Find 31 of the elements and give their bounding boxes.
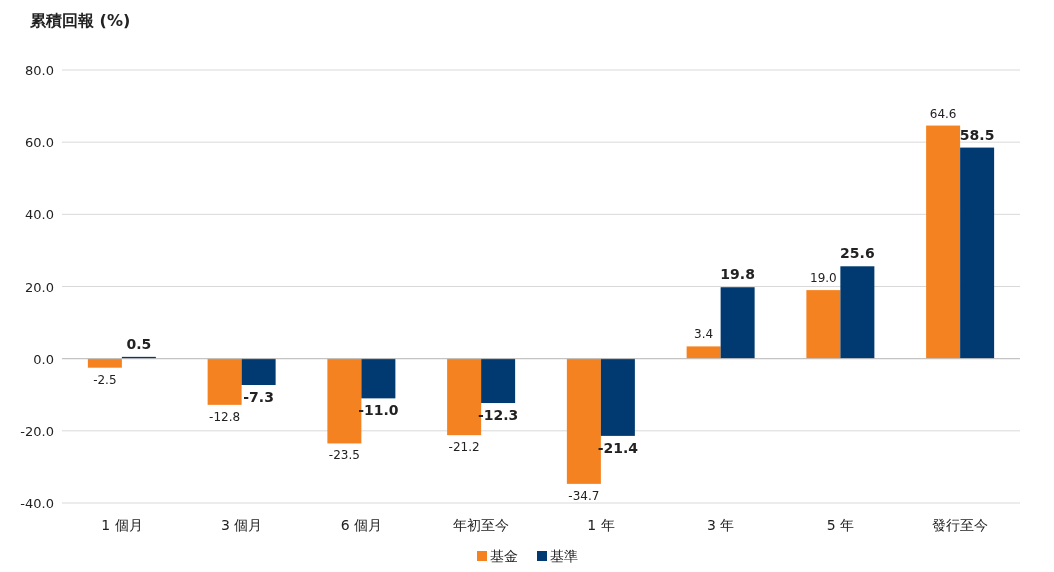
data-label: 64.6	[929, 106, 957, 121]
data-label: 19.8	[720, 266, 755, 283]
legend-label: 基金	[490, 548, 518, 564]
data-label: 19.0	[810, 271, 837, 286]
x-tick-label: 年初至今	[453, 517, 510, 533]
y-tick-label: 20.0	[25, 279, 54, 295]
y-tick-label: 60.0	[25, 135, 54, 151]
x-tick-label: 5 年	[826, 517, 855, 533]
y-tick-label: 0.0	[33, 351, 54, 367]
x-tick-label: 3 年	[706, 517, 735, 533]
data-label: -2.5	[93, 372, 117, 387]
legend-label: 基準	[550, 548, 578, 564]
y-tick-label: 40.0	[25, 207, 54, 223]
data-label: -21.2	[448, 440, 480, 455]
chart-title: 累積回報 (%)	[29, 11, 131, 30]
x-tick-label: 6 個月	[340, 517, 383, 533]
data-label: -7.3	[243, 389, 274, 406]
x-tick-label: 1 個月	[101, 517, 143, 533]
data-label: 25.6	[840, 245, 875, 262]
y-tick-label: -40.0	[20, 496, 54, 511]
x-tick-label: 3 個月	[220, 517, 263, 533]
data-label: -23.5	[328, 448, 360, 463]
data-label: 58.5	[959, 126, 995, 143]
data-label: -34.7	[568, 488, 600, 503]
x-tick-label: 1 年	[587, 517, 615, 533]
data-label: -12.8	[209, 409, 241, 424]
y-tick-label: 80.0	[25, 63, 54, 78]
y-tick-label: -20.0	[20, 423, 54, 439]
data-label: 0.5	[126, 335, 152, 352]
data-label: 3.4	[694, 327, 714, 342]
x-tick-label: 發行至今	[932, 517, 989, 533]
